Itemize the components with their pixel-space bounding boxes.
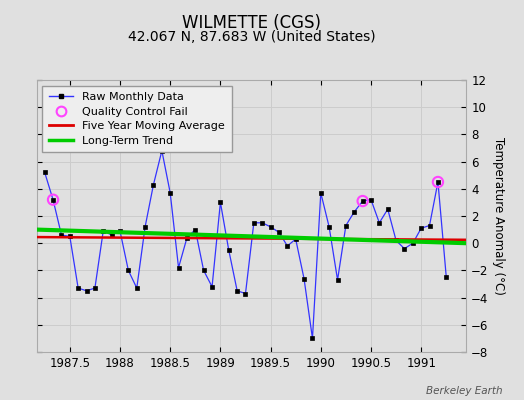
- Raw Monthly Data: [301, 276, 307, 281]
- Raw Monthly Data: [368, 197, 374, 202]
- Raw Monthly Data: [267, 224, 274, 229]
- Raw Monthly Data: [418, 226, 424, 231]
- Quality Control Fail: [358, 198, 367, 204]
- Raw Monthly Data: [385, 207, 391, 212]
- Raw Monthly Data: [226, 248, 232, 252]
- Raw Monthly Data: [125, 268, 132, 273]
- Legend: Raw Monthly Data, Quality Control Fail, Five Year Moving Average, Long-Term Tren: Raw Monthly Data, Quality Control Fail, …: [42, 86, 232, 152]
- Raw Monthly Data: [234, 288, 241, 293]
- Raw Monthly Data: [351, 210, 357, 214]
- Raw Monthly Data: [67, 234, 73, 239]
- Raw Monthly Data: [134, 286, 140, 290]
- Quality Control Fail: [434, 179, 442, 185]
- Raw Monthly Data: [334, 278, 341, 282]
- Raw Monthly Data: [435, 180, 441, 184]
- Raw Monthly Data: [142, 224, 148, 229]
- Raw Monthly Data: [58, 233, 64, 238]
- Raw Monthly Data: [192, 227, 199, 232]
- Raw Monthly Data: [150, 182, 157, 187]
- Raw Monthly Data: [184, 235, 190, 240]
- Raw Monthly Data: [326, 224, 332, 229]
- Raw Monthly Data: [359, 199, 366, 204]
- Raw Monthly Data: [250, 220, 257, 225]
- Raw Monthly Data: [243, 291, 249, 296]
- Raw Monthly Data: [41, 170, 48, 175]
- Raw Monthly Data: [443, 275, 450, 280]
- Raw Monthly Data: [427, 223, 433, 228]
- Raw Monthly Data: [393, 238, 399, 243]
- Text: 42.067 N, 87.683 W (United States): 42.067 N, 87.683 W (United States): [128, 30, 375, 44]
- Text: WILMETTE (CGS): WILMETTE (CGS): [182, 14, 321, 32]
- Line: Raw Monthly Data: Raw Monthly Data: [43, 149, 448, 340]
- Quality Control Fail: [49, 196, 57, 203]
- Text: Berkeley Earth: Berkeley Earth: [427, 386, 503, 396]
- Raw Monthly Data: [259, 220, 265, 225]
- Raw Monthly Data: [318, 190, 324, 195]
- Raw Monthly Data: [376, 220, 383, 225]
- Raw Monthly Data: [209, 284, 215, 289]
- Raw Monthly Data: [108, 233, 115, 238]
- Raw Monthly Data: [410, 241, 416, 246]
- Raw Monthly Data: [401, 246, 408, 251]
- Raw Monthly Data: [292, 237, 299, 242]
- Raw Monthly Data: [201, 268, 207, 273]
- Y-axis label: Temperature Anomaly (°C): Temperature Anomaly (°C): [492, 137, 505, 295]
- Raw Monthly Data: [83, 288, 90, 293]
- Raw Monthly Data: [176, 265, 182, 270]
- Raw Monthly Data: [309, 336, 315, 341]
- Raw Monthly Data: [284, 244, 290, 248]
- Raw Monthly Data: [100, 228, 106, 233]
- Raw Monthly Data: [92, 286, 98, 290]
- Raw Monthly Data: [159, 148, 165, 153]
- Raw Monthly Data: [117, 228, 123, 233]
- Raw Monthly Data: [276, 230, 282, 235]
- Raw Monthly Data: [217, 200, 224, 205]
- Raw Monthly Data: [167, 190, 173, 195]
- Raw Monthly Data: [343, 223, 349, 228]
- Raw Monthly Data: [75, 286, 81, 290]
- Raw Monthly Data: [50, 197, 56, 202]
